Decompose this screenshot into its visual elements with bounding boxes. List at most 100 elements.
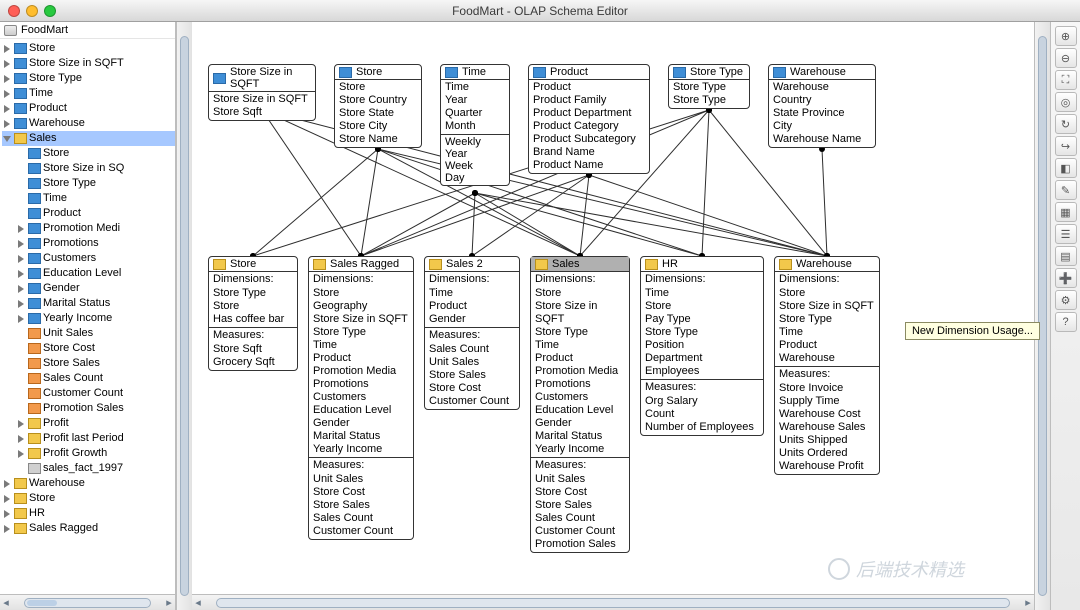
dimension-node[interactable]: TimeTimeYearQuarterMonthWeeklyYearWeekDa… xyxy=(440,64,510,186)
cube-measure: Store Invoice xyxy=(779,382,875,395)
help-icon[interactable]: ? xyxy=(1055,312,1077,332)
close-icon[interactable] xyxy=(8,5,20,17)
tree-item[interactable]: Time xyxy=(2,86,175,101)
cube-node[interactable]: StoreDimensions:Store TypeStoreHas coffe… xyxy=(208,256,298,371)
tree-item[interactable]: HR xyxy=(2,506,175,521)
tree-item-label: Promotion Sales xyxy=(43,401,124,416)
disclosure-icon[interactable] xyxy=(4,495,10,503)
tree-item[interactable]: Profit xyxy=(16,416,175,431)
tree-item[interactable]: Store Type xyxy=(2,71,175,86)
tree-item[interactable]: Sales Ragged xyxy=(2,521,175,536)
sidebar-vscroll[interactable] xyxy=(176,22,192,610)
table-icon[interactable]: ▤ xyxy=(1055,246,1077,266)
scroll-left-icon[interactable]: ◂ xyxy=(0,596,12,609)
tree-item[interactable]: Profit Growth xyxy=(16,446,175,461)
zoom-icon[interactable] xyxy=(44,5,56,17)
cube-node[interactable]: HRDimensions:TimeStorePay TypeStore Type… xyxy=(640,256,764,436)
tree-item[interactable]: Time xyxy=(16,191,175,206)
disclosure-icon[interactable] xyxy=(18,435,24,443)
add-usage-icon[interactable]: ➕ xyxy=(1055,268,1077,288)
schema-tree[interactable]: StoreStore Size in SQFTStore TypeTimePro… xyxy=(0,39,175,538)
dimension-node[interactable]: WarehouseWarehouseCountryState ProvinceC… xyxy=(768,64,876,148)
disclosure-icon[interactable] xyxy=(4,120,10,128)
disclosure-icon[interactable] xyxy=(4,105,10,113)
scrollbar-track[interactable] xyxy=(24,598,151,608)
scroll-right-icon[interactable]: ▸ xyxy=(1022,596,1034,609)
add-dimension-icon[interactable]: ◧ xyxy=(1055,158,1077,178)
config-icon[interactable]: ⚙ xyxy=(1055,290,1077,310)
tree-item[interactable]: Customer Count xyxy=(16,386,175,401)
disclosure-icon[interactable] xyxy=(4,480,10,488)
scrollbar-track[interactable] xyxy=(216,598,1010,608)
add-cube-icon[interactable]: ▦ xyxy=(1055,202,1077,222)
window-controls[interactable] xyxy=(8,5,56,17)
cube-node[interactable]: SalesDimensions:StoreStore Size in SQFTS… xyxy=(530,256,630,553)
tree-item[interactable]: Sales Count xyxy=(16,371,175,386)
dimension-node[interactable]: Store TypeStore TypeStore Type xyxy=(668,64,750,109)
disclosure-icon[interactable] xyxy=(4,75,10,83)
tree-item[interactable]: Unit Sales xyxy=(16,326,175,341)
disclosure-icon[interactable] xyxy=(18,420,24,428)
scroll-left-icon[interactable]: ◂ xyxy=(192,596,204,609)
tree-item[interactable]: Store xyxy=(2,491,175,506)
tree-item[interactable]: Gender xyxy=(16,281,175,296)
disclosure-icon[interactable] xyxy=(4,510,10,518)
tree-item[interactable]: Promotion Sales xyxy=(16,401,175,416)
tree-item[interactable]: Yearly Income xyxy=(16,311,175,326)
tree-icon[interactable]: ☰ xyxy=(1055,224,1077,244)
zoom-fit-icon[interactable]: ⛶ xyxy=(1055,70,1077,90)
tree-item[interactable]: Store Sales xyxy=(16,356,175,371)
tree-item[interactable]: Education Level xyxy=(16,266,175,281)
tree-item[interactable]: Warehouse xyxy=(2,476,175,491)
disclosure-icon[interactable] xyxy=(18,300,24,308)
tree-item[interactable]: Sales xyxy=(2,131,175,146)
tree-item[interactable]: Marital Status xyxy=(16,296,175,311)
disclosure-icon[interactable] xyxy=(4,90,10,98)
disclosure-icon[interactable] xyxy=(4,525,10,533)
disclosure-icon[interactable] xyxy=(18,255,24,263)
canvas-scrollbar[interactable]: ◂ ▸ xyxy=(192,594,1034,610)
cube-node[interactable]: Sales 2Dimensions:TimeProductGenderMeasu… xyxy=(424,256,520,410)
tree-item[interactable]: Store xyxy=(2,41,175,56)
disclosure-icon[interactable] xyxy=(4,60,10,68)
zoom-in-icon[interactable]: ⊕ xyxy=(1055,26,1077,46)
tree-item[interactable]: Store Size in SQ xyxy=(16,161,175,176)
tree-item[interactable]: Warehouse xyxy=(2,116,175,131)
tree-item[interactable]: Store Cost xyxy=(16,341,175,356)
redo-icon[interactable]: ↪ xyxy=(1055,136,1077,156)
cube-node[interactable]: WarehouseDimensions:StoreStore Size in S… xyxy=(774,256,880,475)
tree-item[interactable]: Promotions xyxy=(16,236,175,251)
scroll-right-icon[interactable]: ▸ xyxy=(163,596,175,609)
tree-item[interactable]: Product xyxy=(16,206,175,221)
dimension-node[interactable]: Store Size in SQFTStore Size in SQFTStor… xyxy=(208,64,316,121)
tree-item[interactable]: Profit last Period xyxy=(16,431,175,446)
tree-item[interactable]: Store xyxy=(16,146,175,161)
tree-item[interactable]: sales_fact_1997 xyxy=(16,461,175,476)
dimension-node[interactable]: StoreStoreStore CountryStore StateStore … xyxy=(334,64,422,148)
tree-item[interactable]: Promotion Medi xyxy=(16,221,175,236)
disclosure-icon[interactable] xyxy=(18,285,24,293)
diagram-canvas[interactable]: Store Size in SQFTStore Size in SQFTStor… xyxy=(192,22,1034,594)
sidebar-scrollbar[interactable]: ◂ ▸ xyxy=(0,594,175,610)
disclosure-icon[interactable] xyxy=(18,225,24,233)
dimension-node[interactable]: ProductProductProduct FamilyProduct Depa… xyxy=(528,64,650,174)
disclosure-icon[interactable] xyxy=(4,45,10,53)
zoom-out-icon[interactable]: ⊖ xyxy=(1055,48,1077,68)
disclosure-icon[interactable] xyxy=(3,136,11,142)
schema-root[interactable]: FoodMart xyxy=(0,22,175,39)
cube-node[interactable]: Sales RaggedDimensions:StoreGeographySto… xyxy=(308,256,414,540)
edit-dimension-icon[interactable]: ✎ xyxy=(1055,180,1077,200)
zoom-reset-icon[interactable]: ◎ xyxy=(1055,92,1077,112)
disclosure-icon[interactable] xyxy=(18,240,24,248)
tree-item[interactable]: Store Type xyxy=(16,176,175,191)
disclosure-icon[interactable] xyxy=(18,270,24,278)
tree-item[interactable]: Store Size in SQFT xyxy=(2,56,175,71)
tree-item[interactable]: Product xyxy=(2,101,175,116)
refresh-icon[interactable]: ↻ xyxy=(1055,114,1077,134)
canvas-vscroll[interactable] xyxy=(1034,22,1050,610)
tree-item-label: Sales xyxy=(29,131,57,146)
tree-item[interactable]: Customers xyxy=(16,251,175,266)
disclosure-icon[interactable] xyxy=(18,450,24,458)
disclosure-icon[interactable] xyxy=(18,315,24,323)
minimize-icon[interactable] xyxy=(26,5,38,17)
